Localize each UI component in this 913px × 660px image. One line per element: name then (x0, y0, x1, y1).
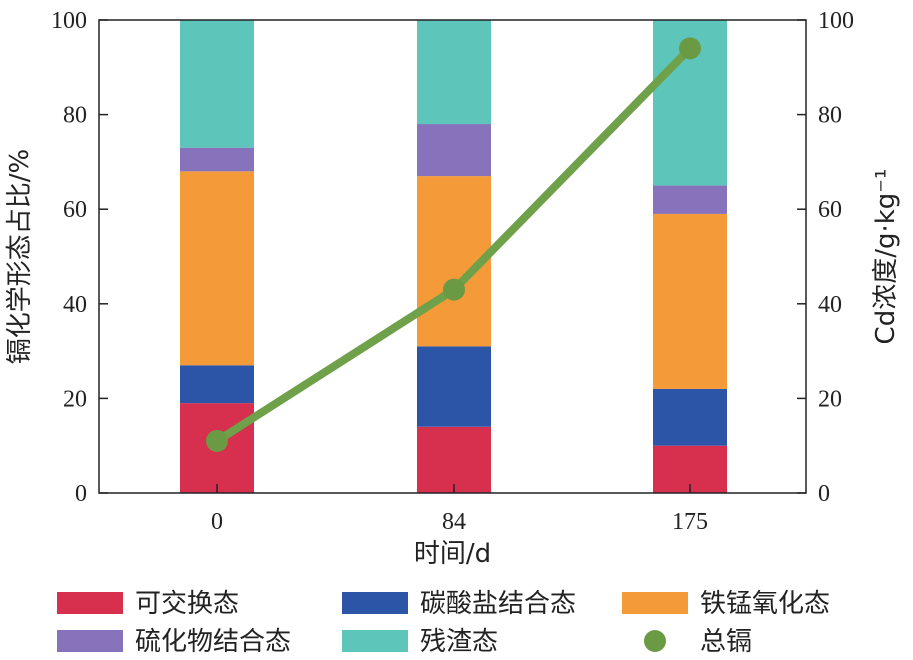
axes: 0 20 40 60 80 100 0 20 40 60 80 100 0 84 175 时间/d 镉化学形态占… (5, 8, 901, 569)
legend-label-0: 可交换态 (135, 589, 239, 619)
left-tick-label-0: 0 (75, 481, 87, 507)
legend-swatch-5 (644, 630, 666, 652)
left-tick-label-5: 100 (51, 8, 87, 34)
right-tick-label-3: 60 (818, 197, 842, 223)
bar-1-cat-2 (653, 388, 727, 446)
left-tick-label-3: 60 (63, 197, 87, 223)
bar-2-cat-0 (180, 171, 254, 366)
bar-4-cat-0 (180, 20, 254, 148)
bar-1-cat-0 (180, 365, 254, 404)
right-tick-label-1: 20 (818, 386, 842, 412)
right-tick-label-2: 40 (818, 292, 842, 318)
bar-layer (180, 20, 727, 493)
x-tick-label-2: 175 (672, 509, 708, 535)
right-tick-label-5: 100 (818, 8, 854, 34)
left-tick-label-1: 20 (63, 386, 87, 412)
total-cd-point-1 (443, 278, 465, 301)
left-tick-label-2: 40 (63, 292, 87, 318)
bar-3-cat-0 (180, 147, 254, 172)
legend-swatch-0 (57, 592, 123, 614)
legend-swatch-3 (57, 630, 123, 652)
right-tick-label-0: 0 (818, 481, 830, 507)
legend-label-5: 总镉 (700, 627, 752, 657)
bar-2-cat-2 (653, 213, 727, 389)
legend-label-2: 铁锰氧化态 (700, 589, 830, 619)
right-tick-label-4: 80 (818, 103, 842, 129)
bar-0-cat-1 (417, 426, 491, 493)
left-tick-label-4: 80 (63, 103, 87, 129)
legend-swatch-2 (622, 592, 688, 614)
line-layer (206, 37, 701, 452)
legend-swatch-1 (342, 592, 408, 614)
legend-swatch-4 (342, 630, 408, 652)
plot-frame (98, 19, 807, 494)
total-cd-point-0 (206, 429, 228, 452)
bar-3-cat-2 (653, 185, 727, 214)
bar-1-cat-1 (417, 346, 491, 427)
y-axis-title-left: 镉化学形态占比/% (5, 149, 35, 364)
total-cd-point-2 (679, 37, 701, 60)
x-tick-label-0: 0 (211, 509, 223, 535)
x-tick-label-1: 84 (442, 509, 466, 535)
y-axis-title-right: Cd浓度/g·kg⁻¹ (871, 169, 901, 345)
bar-4-cat-1 (417, 20, 491, 125)
bar-3-cat-1 (417, 124, 491, 177)
x-axis-title: 时间/d (414, 539, 491, 569)
legend-label-3: 硫化物结合态 (135, 627, 291, 657)
legend-label-4: 残渣态 (420, 627, 498, 657)
legend-label-1: 碳酸盐结合态 (420, 589, 576, 619)
